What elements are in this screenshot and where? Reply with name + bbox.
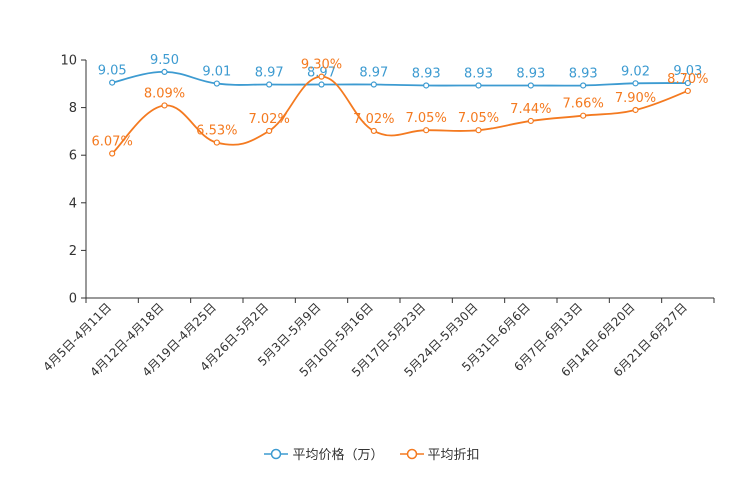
legend-price-icon: [264, 448, 289, 459]
series-1-data-label: 8.97: [255, 66, 284, 81]
legend-discount-label: 平均折扣: [427, 448, 480, 463]
series-1-data-label: 8.93: [412, 66, 441, 81]
y-tick-label: 0: [69, 292, 77, 307]
series-2-data-label: 9.30%: [301, 58, 342, 73]
series-1-data-label: 9.02: [621, 64, 650, 79]
series-2-data-label: 7.05%: [406, 111, 447, 126]
series-1-point: [684, 79, 691, 87]
series-1-data-label: 8.93: [569, 66, 598, 81]
y-tick-label: 4: [69, 196, 77, 211]
y-tick-label: 8: [69, 101, 77, 116]
series-2-data-label: 8.70%: [667, 72, 708, 87]
series-1-point: [161, 68, 168, 76]
series-2-data-label: 7.44%: [510, 102, 551, 117]
series-1-data-label: 8.93: [516, 66, 545, 81]
series-2-point: [318, 73, 325, 80]
series-2-point: [370, 127, 377, 135]
series-2-point: [475, 127, 482, 134]
series-2-point: [580, 112, 587, 119]
series-1-point: [370, 81, 377, 88]
series-1-point: [423, 82, 430, 89]
series-1-data-label: 9.01: [202, 65, 231, 80]
series-1-data-label: 9.05: [98, 64, 127, 79]
series-2-point: [109, 150, 116, 157]
y-tick-label: 2: [69, 244, 77, 259]
series-line-2: [111, 75, 689, 155]
series-2-data-label: 8.09%: [144, 86, 185, 101]
series-line-1: [111, 70, 688, 87]
legend: 平均价格（万） 平均折扣: [0, 444, 744, 463]
series-2-point: [161, 102, 168, 109]
series-1-point: [109, 79, 116, 86]
series-1-data-label: 9.50: [150, 53, 179, 68]
legend-discount-icon: [399, 448, 424, 459]
y-tick-label: 10: [60, 54, 77, 69]
series-1-point: [213, 80, 220, 87]
series-1-point: [475, 82, 482, 89]
series-2-point: [632, 106, 639, 114]
y-tick-label: 6: [69, 149, 77, 164]
series-2-point: [266, 127, 273, 135]
series-2-data-label: 6.53%: [196, 124, 237, 139]
series-1-point: [266, 81, 273, 88]
series-1-data-label: 9.03: [673, 64, 702, 79]
series-1-point: [318, 81, 325, 88]
series-2-data-label: 6.07%: [92, 135, 133, 150]
series-1-data-label: 8.97: [359, 66, 388, 81]
legend-item-price[interactable]: 平均价格（万）: [264, 444, 384, 463]
series-1-point: [580, 82, 587, 89]
legend-item-discount[interactable]: 平均折扣: [399, 444, 480, 463]
series-1-data-label: 8.93: [464, 66, 493, 81]
series-2-data-label: 7.05%: [458, 111, 499, 126]
legend-price-label: 平均价格（万）: [292, 448, 384, 463]
series-2-point: [684, 87, 691, 95]
series-2-point: [527, 117, 534, 125]
series-1-point: [632, 80, 639, 87]
series-2-data-label: 7.02%: [249, 112, 290, 127]
series-2-data-label: 7.66%: [563, 97, 604, 112]
series-1-point: [527, 82, 534, 89]
series-2-point: [423, 127, 430, 134]
series-2-data-label: 7.02%: [353, 112, 394, 127]
series-2-data-label: 7.90%: [615, 91, 656, 106]
series-2-point: [213, 139, 220, 146]
series-1-data-label: 8.97: [307, 66, 336, 81]
